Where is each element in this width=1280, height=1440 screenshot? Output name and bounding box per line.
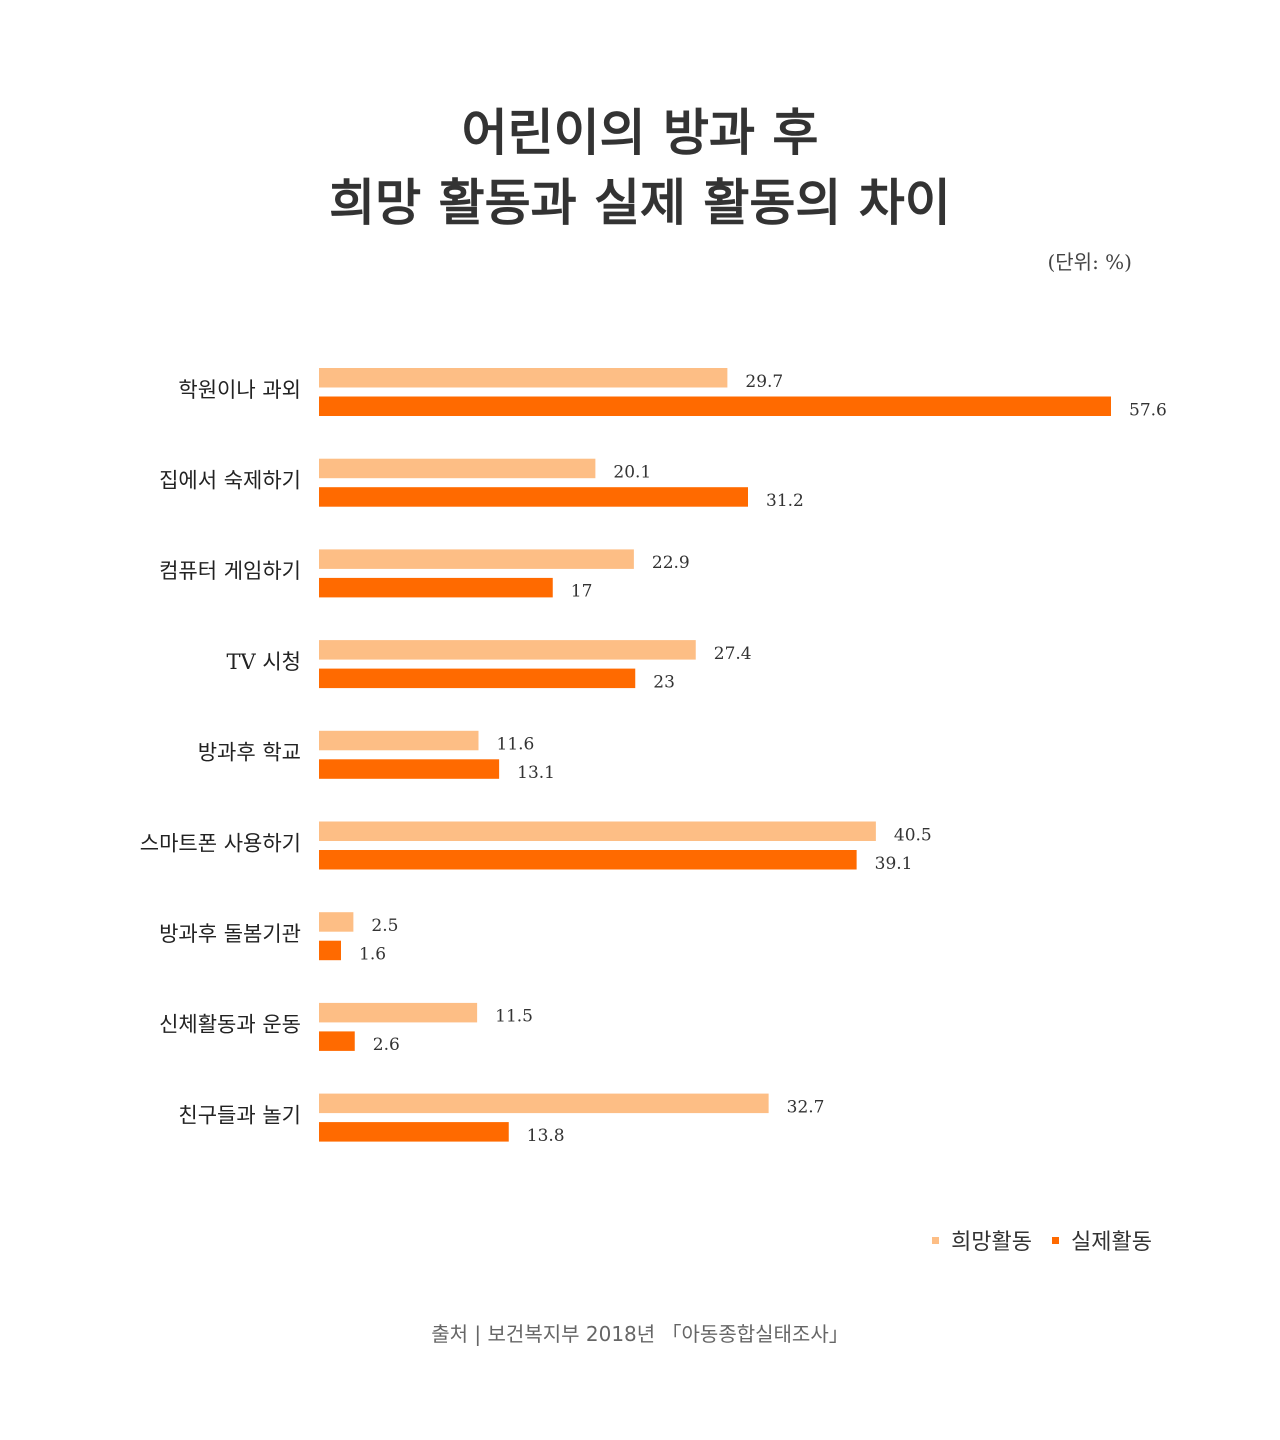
bar-actual-computer-game bbox=[319, 577, 553, 598]
value-label-hope-exercise: 11.5 bbox=[495, 1007, 533, 1027]
value-label-actual-homework: 31.2 bbox=[766, 491, 804, 511]
category-label-homework: 집에서 숙제하기 bbox=[159, 468, 301, 492]
bar-actual-hagwon bbox=[319, 396, 1111, 416]
bar-actual-afterschool bbox=[319, 759, 500, 779]
value-label-actual-friends: 13.8 bbox=[527, 1126, 565, 1146]
bar-hope-computer-game bbox=[319, 549, 634, 569]
legend: 희망활동 실제활동 bbox=[932, 1224, 1152, 1256]
value-label-hope-hagwon: 29.7 bbox=[745, 372, 783, 392]
category-label-friends: 친구들과 놀기 bbox=[178, 1103, 301, 1127]
bar-actual-homework bbox=[319, 487, 748, 507]
value-label-actual-smartphone: 39.1 bbox=[875, 854, 913, 874]
bar-actual-care-center bbox=[319, 940, 341, 961]
bar-actual-exercise bbox=[319, 1031, 355, 1051]
category-label-exercise: 신체활동과 운동 bbox=[159, 1013, 301, 1037]
value-label-actual-tv: 23 bbox=[653, 672, 675, 692]
legend-label-hope: 희망활동 bbox=[951, 1230, 1033, 1255]
bar-hope-smartphone bbox=[319, 821, 876, 841]
value-label-actual-hagwon: 57.6 bbox=[1129, 400, 1167, 420]
bar-actual-tv bbox=[319, 668, 636, 689]
chart-title: 어린이의 방과 후 희망 활동과 실제 활동의 차이 bbox=[0, 98, 1280, 238]
unit-note: (단위: %) bbox=[1047, 250, 1132, 274]
category-label-hagwon: 학원이나 과외 bbox=[178, 378, 301, 402]
bar-hope-homework bbox=[319, 458, 596, 479]
category-label-smartphone: 스마트폰 사용하기 bbox=[140, 831, 301, 855]
value-label-actual-computer-game: 17 bbox=[571, 582, 593, 602]
value-label-actual-care-center: 1.6 bbox=[359, 944, 386, 964]
bar-chart: 학원이나 과외 29.7 57.6 집에서 숙제하기 20.1 31.2 컴퓨터 게임하기 2… bbox=[140, 368, 1167, 1146]
value-label-hope-computer-game: 22.9 bbox=[652, 553, 690, 573]
bar-hope-hagwon bbox=[319, 368, 728, 388]
category-label-care-center: 방과후 돌봄기관 bbox=[159, 922, 301, 946]
value-label-hope-care-center: 2.5 bbox=[371, 916, 398, 936]
value-label-hope-smartphone: 40.5 bbox=[894, 825, 932, 845]
value-label-hope-afterschool: 11.6 bbox=[497, 735, 535, 755]
category-label-computer-game: 컴퓨터 게임하기 bbox=[159, 559, 301, 583]
bar-hope-afterschool bbox=[319, 730, 479, 751]
legend-swatch-hope bbox=[932, 1236, 940, 1244]
legend-label-actual: 실제활동 bbox=[1071, 1230, 1152, 1255]
value-label-hope-tv: 27.4 bbox=[714, 644, 752, 664]
legend-item-hope: 희망활동 bbox=[932, 1224, 1032, 1256]
value-label-hope-homework: 20.1 bbox=[613, 462, 651, 482]
source-note: 출처 | 보건복지부 2018년 「아동종합실태조사」 bbox=[431, 1322, 849, 1346]
value-label-actual-afterschool: 13.1 bbox=[517, 763, 555, 783]
chart-title-line-1: 어린이의 방과 후 bbox=[461, 103, 819, 162]
bar-hope-tv bbox=[319, 640, 696, 660]
category-label-afterschool: 방과후 학교 bbox=[198, 741, 301, 765]
bar-hope-exercise bbox=[319, 1002, 478, 1023]
legend-item-actual: 실제활동 bbox=[1052, 1224, 1152, 1256]
bar-actual-friends bbox=[319, 1122, 509, 1142]
category-label-tv: TV 시청 bbox=[227, 650, 302, 674]
value-label-hope-friends: 32.7 bbox=[787, 1097, 825, 1117]
bar-hope-care-center bbox=[319, 912, 354, 932]
bar-actual-smartphone bbox=[319, 850, 857, 870]
chart-title-line-2: 희망 활동과 실제 활동의 차이 bbox=[329, 173, 951, 232]
legend-swatch-actual bbox=[1052, 1236, 1060, 1244]
value-label-actual-exercise: 2.6 bbox=[373, 1035, 400, 1055]
bar-hope-friends bbox=[319, 1093, 769, 1114]
